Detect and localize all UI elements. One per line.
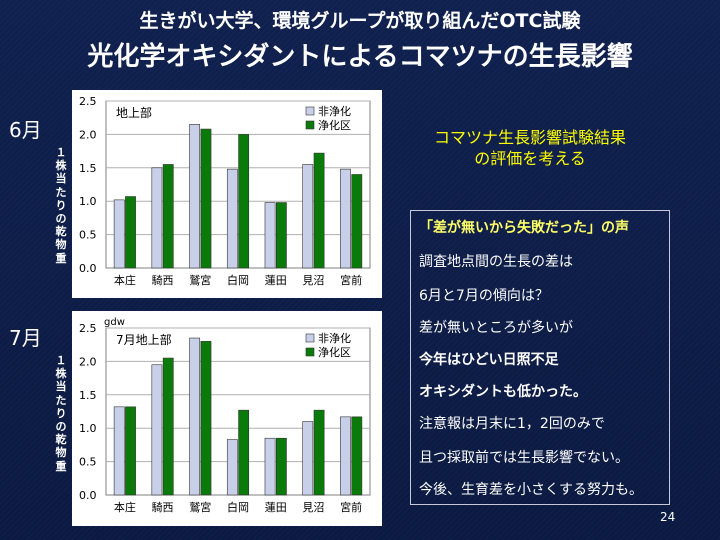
legend-swatch: [305, 120, 315, 130]
x-tick-label: 蓮田: [265, 500, 287, 514]
x-tick-label: 白岡: [227, 273, 249, 287]
plot-area: [105, 327, 371, 496]
bar-non-purified: [302, 164, 314, 269]
bar-purified: [238, 134, 250, 269]
legend-label: 浄化区: [318, 345, 351, 359]
y-tick-label: 2.5: [79, 322, 97, 335]
bar-chart-july: 0.0 0.5 1.0 1.5 2.0 2.5 本庄 騎西 鷲宮 白岡 蓮田 見沼 宮前 7月地上部 gdw…: [79, 317, 371, 514]
y-tick-label: 0.5: [79, 229, 97, 242]
y-axis-label-june: １株当たりの乾物重: [55, 146, 67, 265]
panel-line-5: 今年はひどい日照不足: [419, 352, 559, 368]
bar-purified: [313, 409, 325, 496]
month-label-june: 6月: [9, 118, 42, 142]
bar-purified: [275, 437, 287, 496]
bar-purified: [313, 152, 325, 269]
month-label-july: 7月: [9, 326, 42, 350]
bar-purified: [275, 202, 287, 269]
bar-non-purified: [189, 124, 201, 269]
plot-area: [105, 100, 371, 269]
x-tick-label: 宮前: [340, 500, 362, 514]
y-tick-label: 0.0: [79, 489, 97, 502]
bar-purified: [162, 357, 174, 496]
unit-label: gdw: [104, 317, 125, 328]
x-tick-label: 騎西: [152, 274, 174, 287]
bar-non-purified: [264, 202, 276, 269]
y-tick-label: 2.5: [79, 95, 97, 108]
bar-non-purified: [151, 364, 163, 496]
bar-purified: [125, 406, 136, 496]
bar-non-purified: [189, 337, 201, 496]
panel-line-1: 「差が無いから失敗だった」の声: [419, 220, 629, 236]
x-tick-label: 蓮田: [265, 273, 287, 287]
bar-chart-june: 0.0 0.5 1.0 1.5 2.0 2.5 本庄 騎西 鷲宮 白岡 蓮田 見沼 宮前 地上部 非浄化浄化…: [79, 95, 371, 287]
bar-non-purified: [226, 168, 238, 269]
bar-non-purified: [113, 199, 125, 269]
x-tick-label: 白岡: [227, 500, 249, 514]
y-tick-label: 1.0: [79, 422, 97, 435]
bar-non-purified: [340, 168, 351, 269]
y-tick-label: 0.5: [79, 456, 97, 469]
evaluation-panel: 「差が無いから失敗だった」の声 調査地点間の生長の差は 6月と7月の傾向は？ 差…: [410, 210, 670, 505]
bar-purified: [200, 341, 212, 496]
x-tick-label: 本庄: [114, 500, 136, 514]
panel-line-7: 注意報は月末に1，2回のみで: [419, 416, 605, 432]
bar-non-purified: [302, 421, 314, 496]
bar-purified: [351, 174, 363, 269]
bar-non-purified: [264, 437, 276, 496]
slide-subtitle: 生きがい大学、環境グループが取り組んだOTC試験: [139, 10, 581, 32]
x-tick-label: 鷲宮: [189, 500, 211, 514]
chart-title: 7月地上部: [116, 332, 172, 347]
bar-purified: [162, 164, 174, 269]
y-tick-label: 1.0: [79, 195, 97, 208]
bar-non-purified: [151, 167, 163, 269]
x-tick-label: 見沼: [302, 500, 324, 514]
y-axis-label-july: １株当たりの乾物重: [55, 354, 67, 473]
legend-label: 非浄化: [318, 104, 351, 118]
bar-non-purified: [113, 406, 125, 496]
panel-line-6: オキシダントも低かった。: [419, 384, 587, 400]
evaluation-heading: コマツナ生長影響試験結果 の評価を考える: [400, 127, 660, 169]
chart-july: 0.0 0.5 1.0 1.5 2.0 2.5 本庄 騎西 鷲宮 白岡 蓮田 見沼 宮前 7月地上部 gdw…: [72, 311, 382, 526]
panel-line-9: 今後、生育差を小さくする努力も。: [419, 482, 643, 498]
evaluation-heading-line2: の評価を考える: [474, 149, 586, 168]
legend-label: 浄化区: [318, 118, 351, 132]
panel-line-3: 6月と7月の傾向は？: [419, 288, 549, 304]
x-tick-label: 宮前: [340, 273, 362, 287]
y-tick-label: 0.0: [79, 262, 97, 275]
legend-swatch: [305, 333, 315, 343]
bar-non-purified: [226, 439, 238, 496]
bar-purified: [351, 416, 363, 496]
x-tick-label: 見沼: [302, 273, 324, 287]
slide-title: 光化学オキシダントによるコマツナの生長影響: [87, 42, 633, 72]
page-number: 24: [660, 510, 676, 524]
panel-line-4: 差が無いところが多いが: [419, 320, 573, 336]
legend-label: 非浄化: [318, 331, 351, 345]
panel-line-8: 且つ採取前では生長影響でない。: [419, 450, 629, 466]
y-tick-label: 1.5: [79, 389, 97, 402]
legend-swatch: [305, 106, 315, 116]
x-tick-label: 本庄: [114, 273, 136, 287]
bar-non-purified: [340, 416, 351, 496]
y-tick-label: 2.0: [79, 355, 97, 368]
bar-purified: [125, 196, 136, 269]
x-tick-label: 騎西: [152, 501, 174, 514]
bar-purified: [200, 128, 212, 269]
panel-line-2: 調査地点間の生長の差は: [419, 254, 573, 270]
chart-june: 0.0 0.5 1.0 1.5 2.0 2.5 本庄 騎西 鷲宮 白岡 蓮田 見沼 宮前 地上部 非浄化 浄化…: [72, 90, 382, 298]
chart-title: 地上部: [116, 105, 152, 120]
evaluation-heading-line1: コマツナ生長影響試験結果: [433, 128, 626, 147]
y-tick-label: 1.5: [79, 162, 97, 175]
y-tick-label: 2.0: [79, 128, 97, 141]
bar-purified: [238, 409, 250, 496]
legend-swatch: [305, 347, 315, 357]
x-tick-label: 鷲宮: [189, 273, 211, 287]
